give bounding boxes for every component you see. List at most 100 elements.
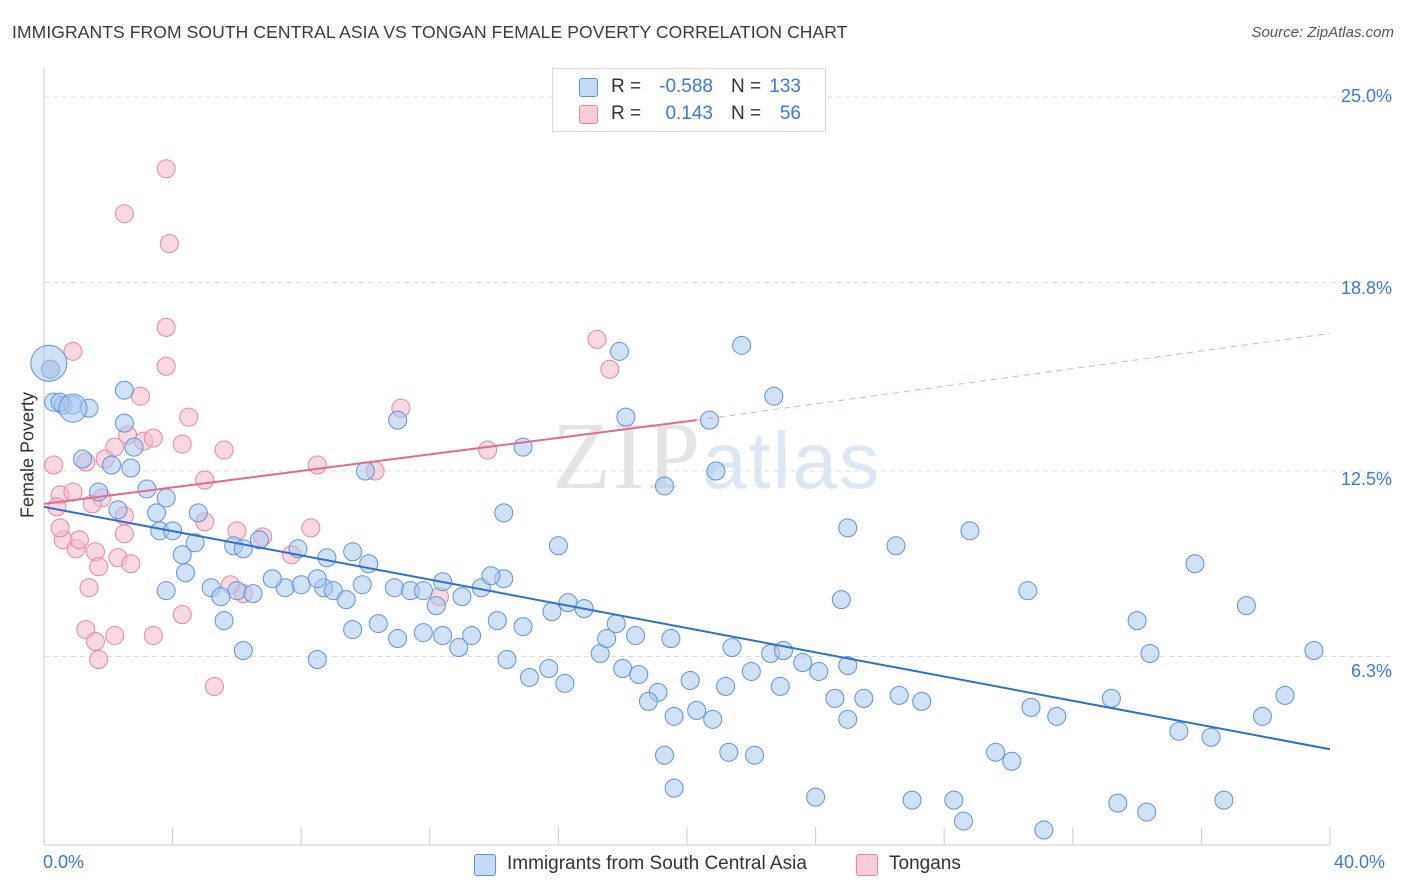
point-blue-95: [687, 700, 707, 720]
point-blue-58: [661, 629, 681, 649]
point-blue-106: [1018, 581, 1038, 601]
point-blue-112: [732, 335, 752, 355]
point-blue-7: [114, 380, 134, 400]
point-pink-16: [89, 557, 109, 577]
point-blue-84: [912, 691, 932, 711]
point-blue-133: [654, 745, 674, 765]
point-blue-99: [1169, 721, 1189, 741]
point-blue-41: [352, 575, 372, 595]
point-blue-120: [494, 503, 514, 523]
point-pink-33: [195, 470, 215, 490]
point-blue-53: [542, 602, 562, 622]
point-blue-115: [616, 407, 636, 427]
point-blue-61: [793, 652, 813, 672]
point-blue-34: [243, 584, 263, 604]
point-pink-53: [600, 359, 620, 379]
chart-title: IMMIGRANTS FROM SOUTH CENTRAL ASIA VS TO…: [12, 22, 848, 42]
point-blue-88: [1127, 611, 1147, 631]
point-blue-102: [1275, 685, 1295, 705]
legend-swatch-pink: [579, 105, 598, 124]
point-pink-38: [156, 317, 176, 337]
point-blue-90: [307, 649, 327, 669]
point-blue-17: [188, 503, 208, 523]
y-tick-label-25: 25.0%: [1340, 86, 1392, 106]
point-blue-114: [609, 341, 629, 361]
legend-r-value: 0.143: [665, 103, 713, 124]
point-pink-24: [105, 626, 125, 646]
point-blue-110: [831, 590, 851, 610]
point-blue-131: [1137, 802, 1157, 822]
legend-n-label: N =: [731, 76, 762, 97]
point-blue-42: [384, 578, 404, 598]
point-blue-83: [889, 685, 909, 705]
point-blue-9: [124, 437, 144, 457]
source-label: Source: ZipAtlas.com: [1251, 24, 1394, 41]
point-pink-54: [478, 440, 498, 460]
point-blue-140: [664, 706, 684, 726]
point-pink-6: [63, 482, 83, 502]
point-blue-29: [175, 563, 195, 583]
point-blue-98: [1047, 706, 1067, 726]
point-blue-91: [233, 641, 253, 661]
point-blue-38: [262, 569, 282, 589]
point-blue-16: [108, 500, 128, 520]
y-tick-label-6-3: 6.3%: [1350, 661, 1392, 681]
point-blue-63: [368, 614, 388, 634]
point-blue-125: [986, 742, 1006, 762]
point-blue-109: [838, 518, 858, 538]
point-pink-29: [105, 437, 125, 457]
trend-line-blue: [43, 505, 1331, 751]
legend-n-label: N =: [731, 103, 762, 124]
point-blue-14: [147, 503, 167, 523]
x-tick-label-min: 0.0%: [43, 852, 85, 872]
point-blue-8: [114, 413, 134, 433]
correlation-legend: R = -0.588 N = 133 R = 0.143 N = 56: [552, 68, 826, 132]
point-pink-18: [121, 554, 141, 574]
point-pink-48: [301, 518, 321, 538]
point-blue-55: [513, 617, 533, 637]
point-blue-94: [638, 691, 658, 711]
point-blue-64: [343, 620, 363, 640]
point-blue-135: [825, 688, 845, 708]
legend-swatch-blue: [579, 78, 598, 97]
point-blue-129: [806, 787, 826, 807]
point-blue-78: [716, 676, 736, 696]
point-blue-10: [102, 455, 122, 475]
point-blue-59: [722, 638, 742, 658]
point-blue-85: [1021, 697, 1041, 717]
point-blue-27: [343, 542, 363, 562]
point-pink-2: [44, 455, 64, 475]
point-blue-24: [249, 530, 269, 550]
point-blue-96: [703, 709, 723, 729]
point-blue-126: [1002, 751, 1022, 771]
point-blue-72: [555, 673, 575, 693]
point-blue-33: [211, 587, 231, 607]
point-blue-130: [1108, 793, 1128, 813]
point-blue-89: [388, 629, 408, 649]
bottom-legend-swatch-blue: [474, 854, 496, 876]
point-blue-86: [1101, 688, 1121, 708]
point-blue-113: [764, 386, 784, 406]
point-blue-134: [745, 745, 765, 765]
point-blue-107: [960, 521, 980, 541]
legend-n-value: 56: [779, 103, 801, 124]
legend-row-pink: R = 0.143 N = 56: [553, 101, 825, 127]
point-blue-104: [1236, 596, 1256, 616]
point-blue-138: [1034, 820, 1054, 840]
point-pink-34: [214, 440, 234, 460]
point-blue-36: [291, 575, 311, 595]
point-blue-100: [1201, 727, 1221, 747]
big-point-blue-1: [58, 393, 88, 423]
point-pink-31: [143, 428, 163, 448]
point-blue-32: [227, 581, 247, 601]
point-blue-57: [626, 626, 646, 646]
trend-line-extension-pink: [696, 332, 1331, 421]
point-blue-48: [452, 587, 472, 607]
y-tick-label-12-5: 12.5%: [1340, 469, 1392, 489]
x-tick-label-max: 40.0%: [1334, 852, 1386, 872]
trend-line-pink: [43, 419, 697, 505]
point-blue-119: [548, 536, 568, 556]
big-point-blue-0: [30, 344, 68, 382]
point-blue-50: [426, 596, 446, 616]
